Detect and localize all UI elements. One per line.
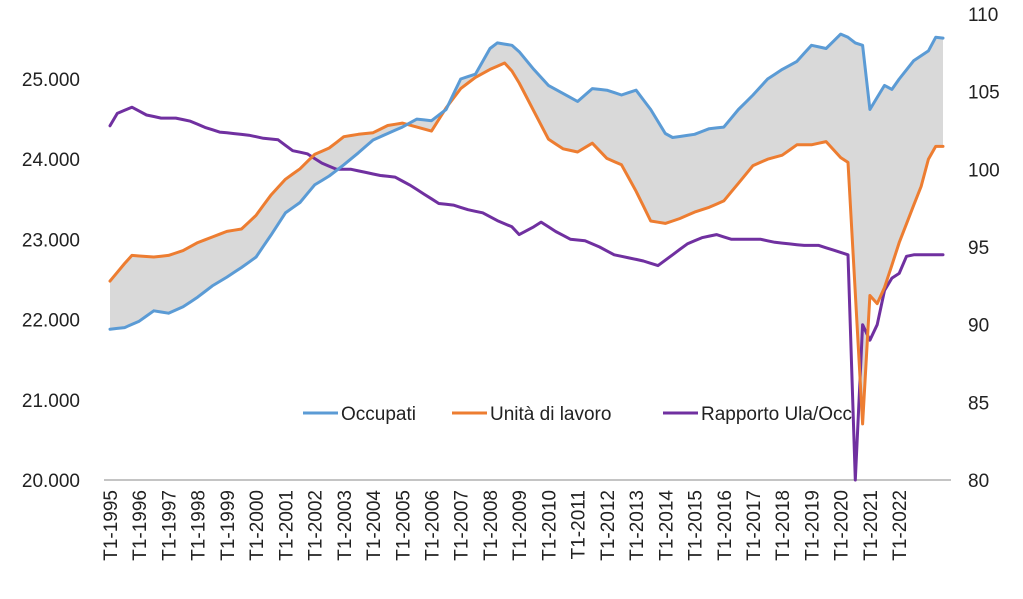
x-tick-label: T1-2012 [598,490,619,561]
x-tick-label: T1-2022 [890,490,911,561]
y2-tick-label: 105 [968,83,1000,104]
x-tick-label: T1-1995 [101,490,122,561]
y-tick-label: 21.000 [22,391,80,412]
x-tick-label: T1-1997 [159,490,180,561]
axes: 20.000 21.000 22.000 23.000 24.000 25.000 80 85… [22,5,1000,561]
x-tick-label: T1-2001 [276,490,297,561]
x-tick-label: T1-2000 [247,490,268,561]
y2-tick-label: 110 [968,5,998,26]
y-tick-label: 20.000 [22,471,80,492]
x-tick-label: T1-2008 [481,490,502,561]
x-tick-label: T1-1999 [218,490,239,561]
x-tick-label: T1-2015 [686,490,707,561]
x-tick-label: T1-2010 [539,490,560,561]
x-tick-label: T1-2020 [832,490,853,561]
x-tick-label: T1-2013 [627,490,648,561]
x-tick-label: T1-2009 [510,490,531,561]
series-lines [108,32,945,482]
x-tick-label: T1-2002 [306,490,327,561]
shaded-gap-area [110,34,943,424]
legend-label-occupati: Occupati [341,404,416,425]
y2-tick-label: 100 [968,160,1000,181]
series-line-rapporto-ula-occ [108,105,945,482]
x-tick-label: T1-2005 [393,490,414,561]
legend-label-rapporto: Rapporto Ula/Occ [701,404,852,425]
y2-tick-label: 80 [968,471,989,492]
legend: Occupati Unità di lavoro Rapporto Ula/Oc… [303,404,852,425]
x-tick-label: T1-2011 [569,490,590,559]
x-tick-label: T1-1998 [189,490,210,561]
y2-tick-label: 95 [968,238,989,259]
x-tick-label: T1-2019 [802,490,823,561]
y2-tick-label: 85 [968,393,989,414]
legend-item-rapporto: Rapporto Ula/Occ [663,404,852,425]
x-tick-label: T1-2003 [335,490,356,561]
x-tick-label: T1-2007 [452,490,473,561]
y-tick-label: 23.000 [22,230,80,251]
legend-item-unita-di-lavoro: Unità di lavoro [452,404,611,425]
y-tick-label: 24.000 [22,150,80,171]
y-tick-label: 25.000 [22,70,80,91]
x-tick-label: T1-2016 [715,490,736,561]
x-tick-label: T1-2004 [364,490,385,561]
legend-label-unita-di-lavoro: Unità di lavoro [490,404,611,425]
series-line-occupati [108,32,945,331]
x-tick-label: T1-1996 [130,490,151,561]
x-tick-label: T1-2018 [773,490,794,561]
x-tick-label: T1-2021 [861,490,882,561]
legend-item-occupati: Occupati [303,404,416,425]
x-tick-label: T1-2017 [744,490,765,561]
series-line-unit-di-lavoro [108,61,945,426]
y2-tick-label: 90 [968,316,989,337]
shaded-area-occupati-ula [110,34,943,424]
y-tick-label: 22.000 [22,311,80,332]
x-tick-label: T1-2014 [656,490,677,561]
x-tick-label: T1-2006 [423,490,444,561]
